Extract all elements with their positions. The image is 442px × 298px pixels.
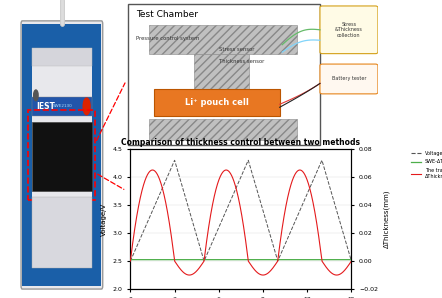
Bar <box>129 4 320 145</box>
Bar <box>91 48 102 268</box>
Bar <box>22 48 32 268</box>
Text: SWE2130: SWE2130 <box>53 104 73 108</box>
Text: Pressure control system: Pressure control system <box>136 36 199 41</box>
Y-axis label: Voltage/V: Voltage/V <box>101 202 107 236</box>
Bar <box>149 119 297 140</box>
Text: Test Chamber: Test Chamber <box>136 10 198 19</box>
Bar <box>32 97 91 116</box>
Bar <box>28 110 95 200</box>
Bar <box>32 197 91 268</box>
FancyBboxPatch shape <box>21 21 103 289</box>
Text: IEST: IEST <box>36 102 55 111</box>
Bar <box>154 89 280 116</box>
FancyBboxPatch shape <box>320 6 378 54</box>
Bar <box>32 122 91 191</box>
Text: Battery tester: Battery tester <box>332 77 366 81</box>
Text: Stress sensor: Stress sensor <box>219 47 255 52</box>
Title: Comparison of thickness control between two methods: Comparison of thickness control between … <box>122 138 360 147</box>
Bar <box>22 24 102 48</box>
Text: Thickness sensor: Thickness sensor <box>219 59 265 63</box>
Legend: Voltage, SWE-ΔThickness(mm), The traditional fixture-
ΔThickness(mm): Voltage, SWE-ΔThickness(mm), The traditi… <box>409 149 442 181</box>
FancyBboxPatch shape <box>320 64 378 94</box>
Bar <box>194 54 249 95</box>
Y-axis label: ΔThickness(mm): ΔThickness(mm) <box>384 190 390 248</box>
Text: Li⁺ pouch cell: Li⁺ pouch cell <box>185 98 248 107</box>
Text: Stress
&Thickness
collection: Stress &Thickness collection <box>335 21 363 38</box>
Circle shape <box>83 98 90 115</box>
Bar <box>149 25 297 54</box>
Circle shape <box>34 90 38 101</box>
Bar <box>32 48 91 66</box>
Bar <box>22 268 102 286</box>
